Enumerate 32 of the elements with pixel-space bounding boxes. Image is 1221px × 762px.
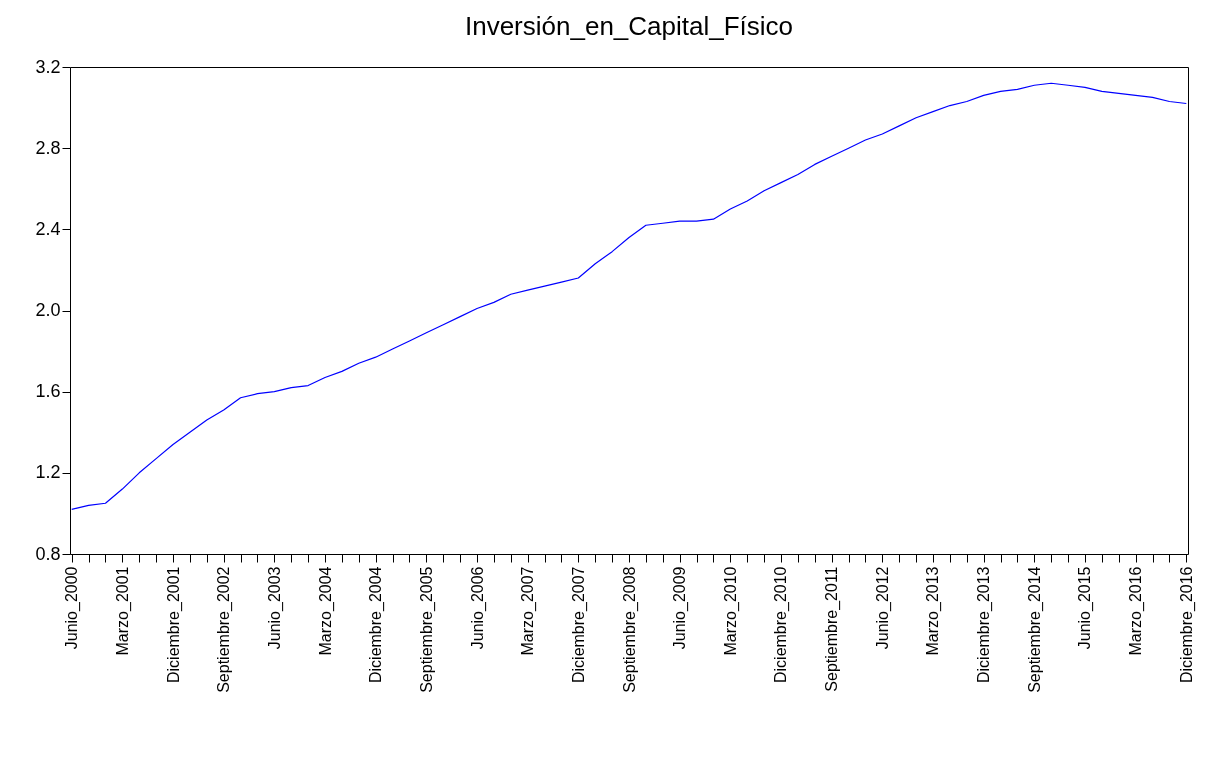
x-tick-label: Marzo_2001	[113, 566, 132, 656]
x-tick-label: Junio_2006	[468, 566, 487, 650]
x-tick-label: Junio_2009	[671, 566, 690, 650]
x-tick-label: Marzo_2004	[316, 566, 335, 656]
x-tick-label: Septiembre_2014	[1025, 566, 1044, 693]
y-tick-label: 2.8	[35, 137, 61, 158]
x-tick-label: Junio_2003	[265, 566, 284, 650]
x-tick-label: Junio_2015	[1076, 566, 1095, 650]
y-tick-label: 2.0	[35, 300, 61, 320]
x-tick-label: Marzo_2010	[721, 566, 740, 656]
x-tick-label: Diciembre_2004	[367, 566, 386, 684]
x-tick-label: Marzo_2013	[924, 566, 943, 656]
x-tick-label: Diciembre_2013	[975, 566, 994, 684]
y-tick-label: 2.4	[35, 218, 61, 239]
y-tick-label: 1.6	[35, 381, 61, 402]
x-tick-label: Diciembre_2001	[164, 566, 183, 684]
x-tick-label: Septiembre_2002	[215, 566, 234, 693]
x-tick-label: Junio_2000	[63, 566, 82, 650]
chart-title: Inversión_en_Capital_Físico	[464, 11, 794, 41]
y-tick-label: 3.2	[35, 56, 61, 77]
y-tick-label: 1.2	[35, 462, 61, 483]
x-tick-label: Septiembre_2011	[823, 566, 842, 692]
x-tick-label: Septiembre_2005	[417, 566, 436, 693]
x-tick-label: Septiembre_2008	[620, 566, 639, 693]
x-tick-label: Marzo_2007	[519, 566, 538, 656]
x-tick-label: Marzo_2016	[1127, 566, 1146, 656]
line-series	[71, 82, 1187, 510]
x-tick-label: Diciembre_2007	[569, 566, 588, 684]
y-tick-label: 0.8	[35, 543, 61, 564]
x-tick-label: Diciembre_2010	[772, 566, 791, 684]
x-tick-label: Diciembre_2016	[1177, 566, 1196, 684]
x-tick-label: Junio_2012	[873, 566, 892, 650]
